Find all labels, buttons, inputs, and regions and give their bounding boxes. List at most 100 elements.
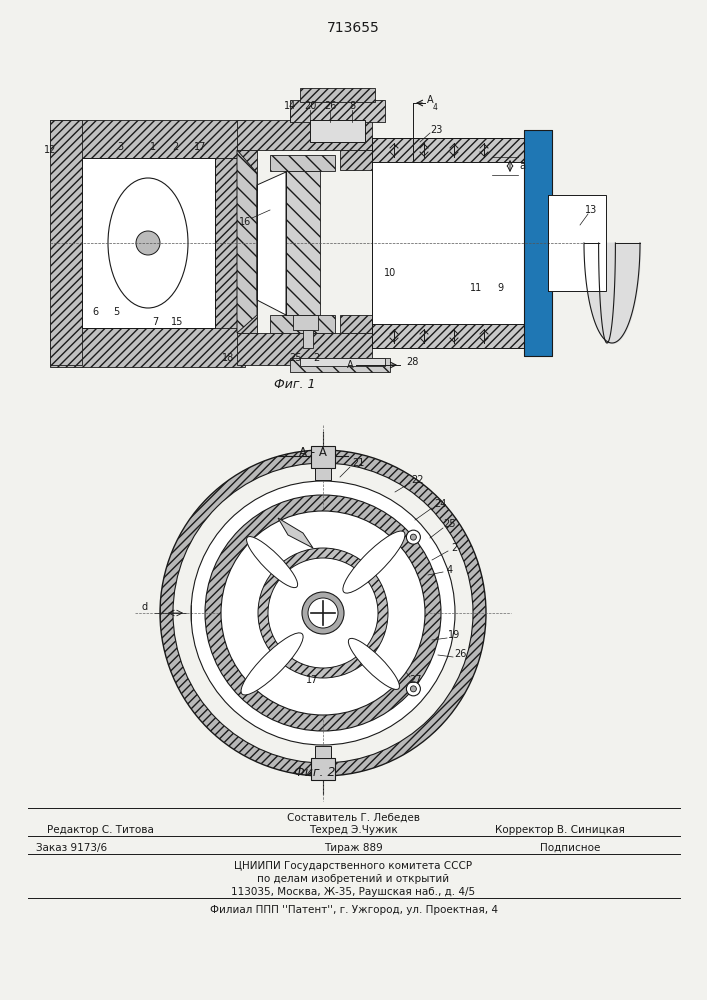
Ellipse shape xyxy=(410,534,416,540)
Text: 17: 17 xyxy=(306,675,318,685)
Polygon shape xyxy=(257,172,286,315)
Bar xyxy=(303,330,313,348)
Text: 11: 11 xyxy=(470,283,482,293)
Text: 4: 4 xyxy=(447,565,453,575)
Bar xyxy=(372,162,552,324)
Text: 25: 25 xyxy=(444,519,456,529)
Bar xyxy=(340,315,372,333)
Text: 20: 20 xyxy=(304,101,316,111)
Bar xyxy=(311,446,335,468)
Text: 16: 16 xyxy=(239,217,251,227)
Bar xyxy=(50,120,245,158)
Ellipse shape xyxy=(247,537,298,588)
Text: 2: 2 xyxy=(172,142,178,152)
Text: A: A xyxy=(427,95,433,105)
Text: 23: 23 xyxy=(430,125,442,135)
Text: Составитель Г. Лебедев: Составитель Г. Лебедев xyxy=(287,813,420,823)
Text: Филиал ППП ''Патент'', г. Ужгород, ул. Проектная, 4: Филиал ППП ''Патент'', г. Ужгород, ул. П… xyxy=(209,905,498,915)
Ellipse shape xyxy=(407,530,421,544)
Text: A: A xyxy=(346,360,354,370)
Bar xyxy=(372,324,552,348)
Text: 22: 22 xyxy=(411,475,424,485)
Bar xyxy=(290,358,390,372)
Text: 1: 1 xyxy=(150,142,156,152)
Ellipse shape xyxy=(343,531,405,593)
Text: Редактор С. Титова: Редактор С. Титова xyxy=(47,825,153,835)
Text: d: d xyxy=(142,602,148,612)
Text: ЦНИИПИ Государственного комитета СССР: ЦНИИПИ Государственного комитета СССР xyxy=(235,861,472,871)
Text: a: a xyxy=(519,161,525,171)
Bar xyxy=(270,155,335,171)
Ellipse shape xyxy=(191,481,455,745)
Polygon shape xyxy=(237,150,257,333)
Text: 14: 14 xyxy=(284,101,296,111)
Bar xyxy=(524,130,552,356)
Ellipse shape xyxy=(410,686,416,692)
Text: 5: 5 xyxy=(113,307,119,317)
Text: 7: 7 xyxy=(152,317,158,327)
Text: 713655: 713655 xyxy=(327,21,380,35)
Text: 15: 15 xyxy=(171,317,183,327)
Ellipse shape xyxy=(407,682,421,696)
Bar xyxy=(290,100,385,122)
Ellipse shape xyxy=(221,511,425,715)
Bar xyxy=(315,746,331,758)
Ellipse shape xyxy=(241,633,303,695)
Text: 113035, Москва, Ж-35, Раушская наб., д. 4/5: 113035, Москва, Ж-35, Раушская наб., д. … xyxy=(231,887,476,897)
Ellipse shape xyxy=(108,178,188,308)
Text: Фиг. 1: Фиг. 1 xyxy=(274,378,316,391)
Ellipse shape xyxy=(268,558,378,668)
Text: 2: 2 xyxy=(313,353,319,363)
Ellipse shape xyxy=(302,592,344,634)
Bar xyxy=(82,158,215,328)
Bar xyxy=(50,120,82,365)
Text: Подписное: Подписное xyxy=(540,843,600,853)
Text: 21: 21 xyxy=(352,458,364,468)
Text: 4: 4 xyxy=(433,103,438,111)
Text: 3: 3 xyxy=(117,142,123,152)
Text: Техред Э.Чужик: Техред Э.Чужик xyxy=(309,825,398,835)
Text: 10: 10 xyxy=(384,268,396,278)
Ellipse shape xyxy=(173,463,473,763)
Bar xyxy=(548,195,606,291)
Text: 26: 26 xyxy=(454,649,466,659)
Ellipse shape xyxy=(349,638,399,689)
Bar xyxy=(300,88,375,102)
Text: 8: 8 xyxy=(349,101,355,111)
Ellipse shape xyxy=(160,450,486,776)
Text: 24: 24 xyxy=(434,499,446,509)
Bar xyxy=(315,468,331,480)
Text: 17: 17 xyxy=(194,142,206,152)
Bar xyxy=(237,333,372,365)
Bar xyxy=(311,758,335,780)
Text: 6: 6 xyxy=(92,307,98,317)
Text: Заказ 9173/6: Заказ 9173/6 xyxy=(37,843,107,853)
Text: А - А: А - А xyxy=(299,446,327,458)
Bar xyxy=(524,130,552,356)
Text: 19: 19 xyxy=(448,630,460,640)
Bar xyxy=(310,120,365,142)
Text: 28: 28 xyxy=(406,357,418,367)
Text: Тираж 889: Тираж 889 xyxy=(324,843,383,853)
Ellipse shape xyxy=(205,495,441,731)
Bar xyxy=(215,158,237,328)
Bar xyxy=(50,322,245,367)
Text: 25: 25 xyxy=(290,353,303,363)
Text: 12: 12 xyxy=(44,145,56,155)
Text: 13: 13 xyxy=(585,205,597,215)
Bar xyxy=(285,171,320,315)
Polygon shape xyxy=(278,518,313,548)
Bar xyxy=(237,150,257,333)
Text: 26: 26 xyxy=(324,101,337,111)
Ellipse shape xyxy=(258,548,388,678)
Bar xyxy=(270,315,335,333)
Text: Корректор В. Синицкая: Корректор В. Синицкая xyxy=(495,825,625,835)
Text: 2: 2 xyxy=(451,543,457,553)
Bar xyxy=(293,315,318,330)
Text: 9: 9 xyxy=(497,283,503,293)
Bar xyxy=(372,138,552,162)
Bar xyxy=(340,150,372,170)
Bar xyxy=(300,358,385,366)
Text: 18: 18 xyxy=(222,353,234,363)
Ellipse shape xyxy=(136,231,160,255)
